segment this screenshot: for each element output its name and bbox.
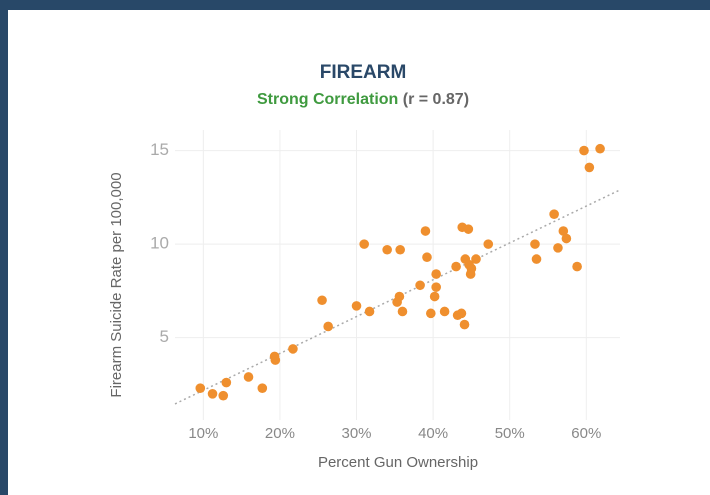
point — [394, 291, 405, 302]
point — [426, 308, 436, 319]
point — [207, 389, 218, 399]
point — [431, 282, 441, 292]
chart-subtitle: Strong Correlation (r = 0.87) — [257, 91, 469, 108]
point — [471, 254, 481, 264]
point — [420, 226, 431, 236]
panel — [8, 10, 710, 495]
point — [422, 252, 432, 263]
point — [595, 143, 605, 154]
y-tick-label: 15 — [150, 140, 169, 159]
point — [359, 239, 369, 249]
y-tick-label: 10 — [150, 234, 169, 253]
x-tick-label: 50% — [495, 425, 525, 442]
point — [459, 319, 470, 330]
point — [221, 377, 232, 388]
y-axis-label: Firearm Suicide Rate per 100,000 — [108, 172, 125, 397]
point — [451, 261, 461, 272]
chart-title: FIREARM — [320, 62, 407, 83]
y-tick-label: 5 — [160, 327, 169, 346]
point — [579, 145, 589, 156]
x-tick-label: 10% — [188, 425, 218, 442]
point — [572, 261, 582, 272]
x-tick-label: 40% — [418, 425, 448, 442]
point — [351, 301, 362, 311]
point — [456, 308, 467, 319]
point — [553, 243, 563, 253]
point — [466, 263, 477, 274]
point — [561, 233, 572, 244]
subtitle-note: (r = 0.87) — [403, 91, 469, 108]
point — [317, 295, 327, 306]
point — [243, 372, 254, 382]
x-axis-label: Percent Gun Ownership — [318, 454, 478, 471]
point — [584, 162, 595, 173]
point — [195, 383, 206, 393]
point — [270, 355, 281, 365]
point — [288, 344, 298, 354]
point — [395, 244, 405, 255]
point — [463, 224, 474, 234]
x-tick-label: 30% — [342, 425, 372, 442]
point — [530, 239, 540, 249]
x-tick-label: 20% — [265, 425, 295, 442]
subtitle: Strong Correlation — [257, 91, 398, 108]
point — [558, 226, 569, 236]
point — [218, 390, 229, 401]
point — [364, 306, 375, 317]
point — [429, 291, 440, 302]
point — [431, 269, 441, 279]
point — [323, 321, 333, 332]
point — [397, 306, 408, 317]
point — [415, 280, 425, 291]
point — [549, 209, 559, 219]
point — [257, 383, 268, 393]
point — [382, 244, 392, 255]
point — [439, 306, 450, 317]
point — [483, 239, 494, 249]
point — [531, 254, 542, 264]
x-tick-label: 60% — [571, 425, 601, 442]
